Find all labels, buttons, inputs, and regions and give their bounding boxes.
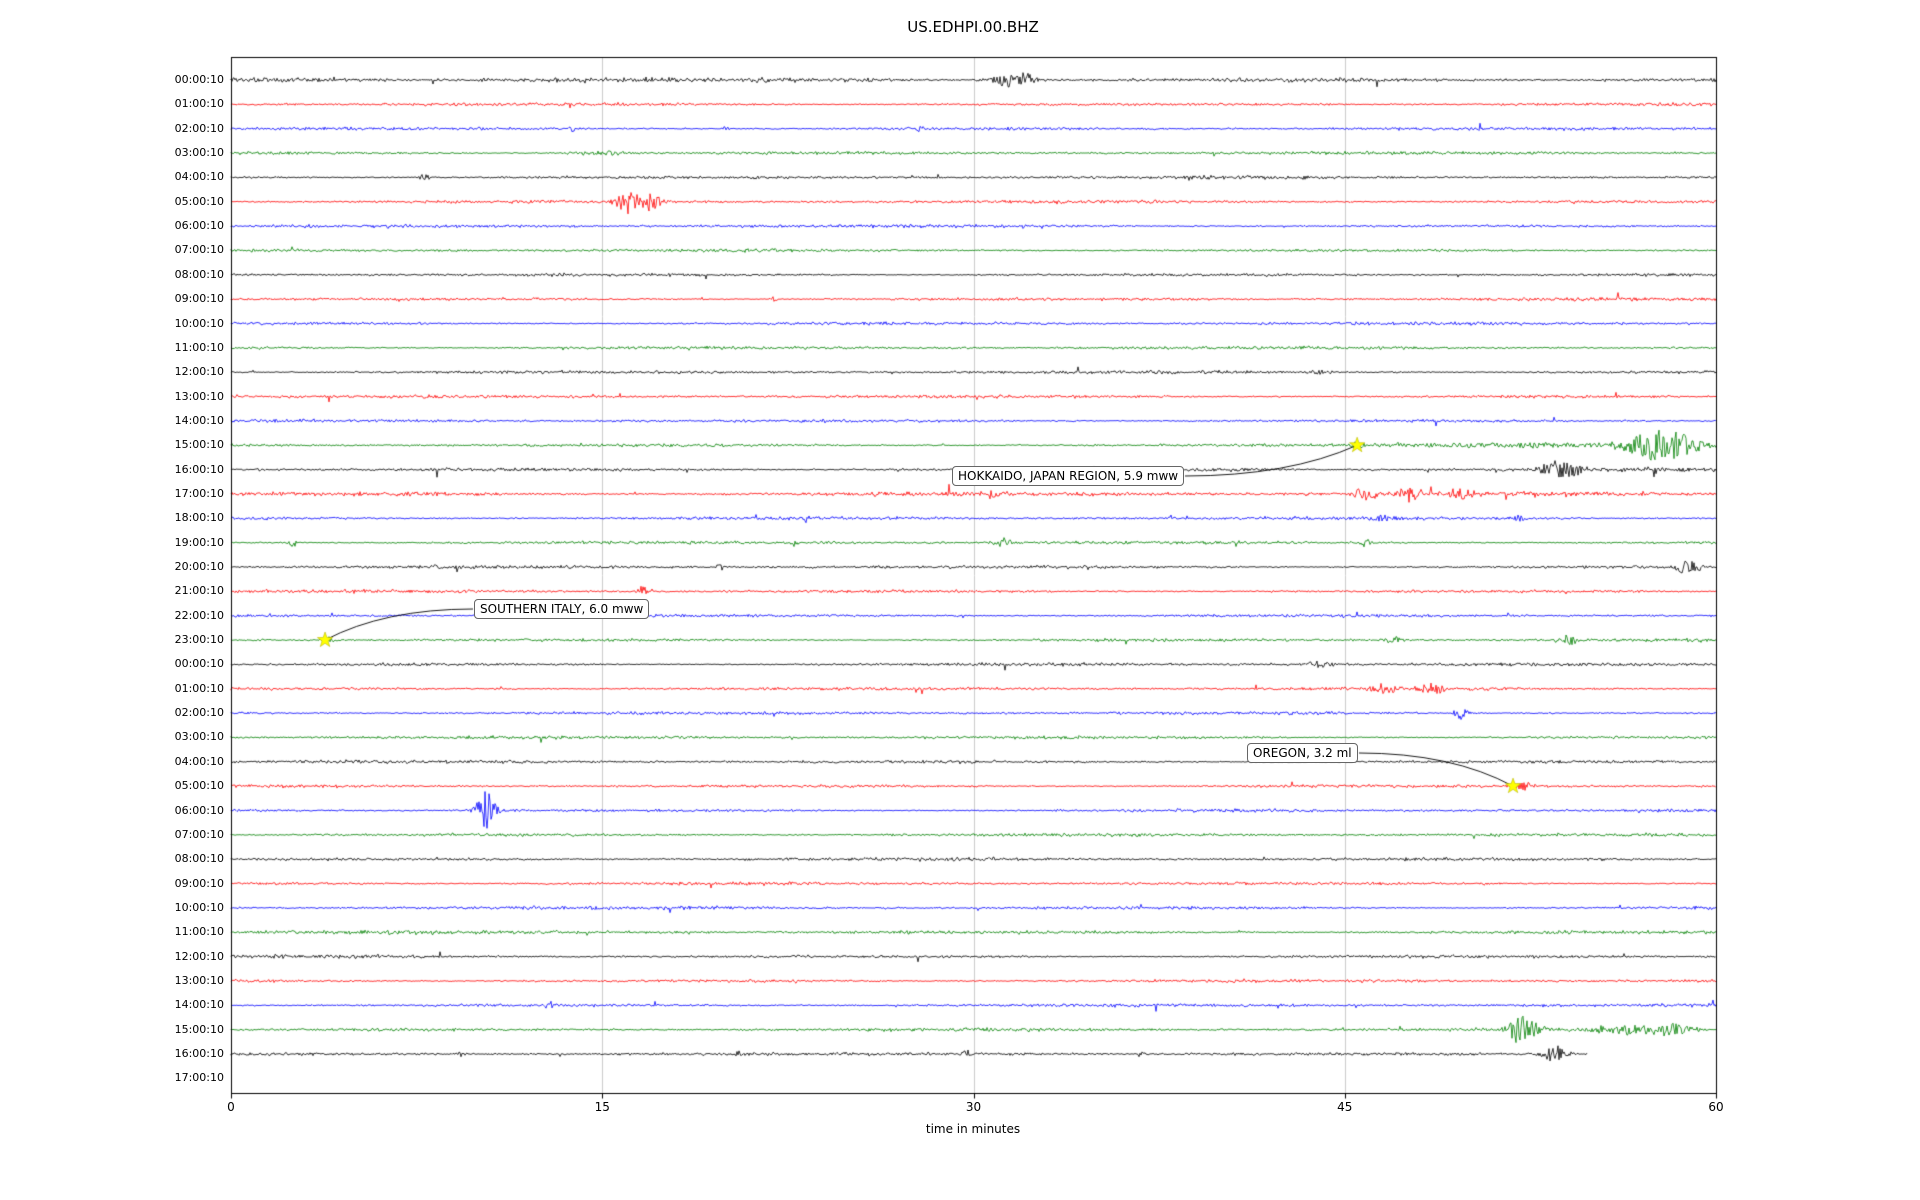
row-label: 01:00:10 <box>174 97 224 111</box>
row-label: 03:00:10 <box>174 146 224 160</box>
row-label: 06:00:10 <box>174 219 224 233</box>
row-label: 07:00:10 <box>174 827 224 841</box>
row-label: 22:00:10 <box>174 608 224 622</box>
row-label: 07:00:10 <box>174 243 224 257</box>
row-label: 04:00:10 <box>174 170 224 184</box>
row-label: 00:00:10 <box>174 657 224 671</box>
x-tick-label: 30 <box>965 1100 982 1114</box>
row-label: 12:00:10 <box>174 365 224 379</box>
x-tick-label: 45 <box>1337 1100 1353 1114</box>
row-label: 18:00:10 <box>174 511 224 525</box>
row-label: 16:00:10 <box>174 1047 224 1060</box>
row-label: 08:00:10 <box>174 852 224 866</box>
row-label: 13:00:10 <box>174 973 224 987</box>
x-tick-label: 0 <box>227 1100 235 1114</box>
row-label: 02:00:10 <box>174 706 224 720</box>
event-label-hokkaido: HOKKAIDO, JAPAN REGION, 5.9 mww <box>952 466 1185 486</box>
row-label: 09:00:10 <box>174 292 224 306</box>
row-label: 10:00:10 <box>174 316 224 330</box>
row-label: 13:00:10 <box>174 389 224 403</box>
row-label: 15:00:10 <box>174 1022 224 1036</box>
row-label: 11:00:10 <box>174 925 224 939</box>
row-label: 20:00:10 <box>174 560 224 573</box>
row-label: 10:00:10 <box>174 900 224 914</box>
x-axis-label: time in minutes <box>925 1122 1021 1136</box>
row-label: 03:00:10 <box>174 730 224 744</box>
row-label: 15:00:10 <box>174 438 224 452</box>
row-label: 14:00:10 <box>174 413 224 427</box>
row-label: 11:00:10 <box>174 340 224 354</box>
row-label: 05:00:10 <box>174 194 224 208</box>
row-label: 04:00:10 <box>174 754 224 768</box>
row-label: 16:00:10 <box>174 462 224 476</box>
chart-title: US.EDHPI.00.BHZ <box>907 18 1039 36</box>
row-label: 08:00:10 <box>174 267 224 281</box>
row-label: 23:00:10 <box>174 633 224 647</box>
event-label-oregon: OREGON, 3.2 ml <box>1247 743 1358 763</box>
row-label: 00:00:10 <box>174 73 224 86</box>
row-label: 01:00:10 <box>174 681 224 695</box>
row-label: 12:00:10 <box>174 949 224 963</box>
row-label: 06:00:10 <box>174 803 224 817</box>
row-label: 21:00:10 <box>174 584 224 598</box>
row-label: 17:00:10 <box>174 1071 224 1085</box>
event-label-southern-italy: SOUTHERN ITALY, 6.0 mww <box>474 599 650 619</box>
x-tick-label: 60 <box>1708 1100 1724 1114</box>
row-label: 09:00:10 <box>174 876 224 890</box>
x-tick-label: 15 <box>594 1100 610 1114</box>
row-label: 05:00:10 <box>174 779 224 793</box>
row-label: 14:00:10 <box>174 998 224 1012</box>
row-label: 02:00:10 <box>174 121 224 135</box>
row-label: 19:00:10 <box>174 535 224 549</box>
row-label: 17:00:10 <box>174 486 224 500</box>
